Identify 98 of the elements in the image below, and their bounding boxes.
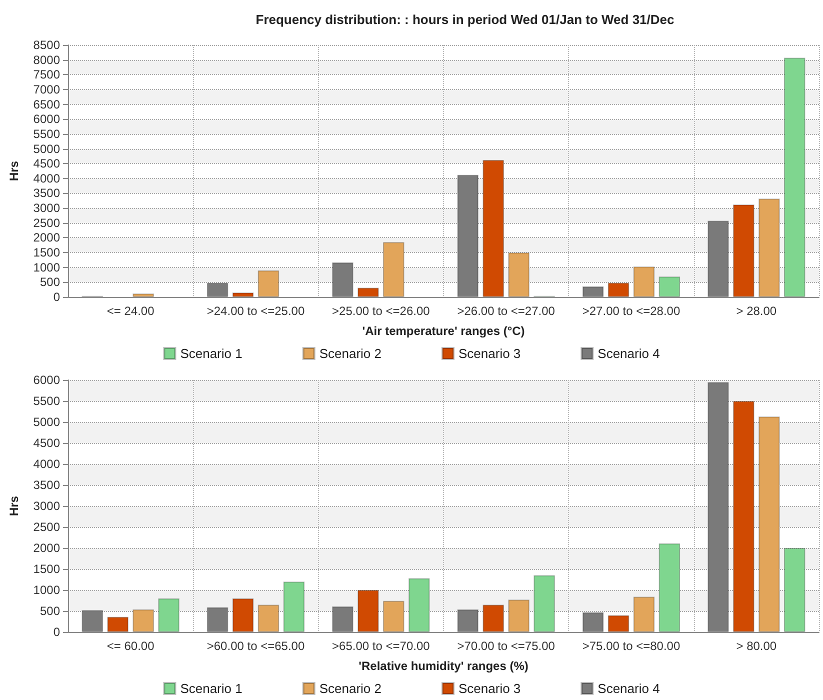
bar xyxy=(332,262,354,297)
bar xyxy=(482,160,504,297)
y-tick-label: 6000 xyxy=(33,112,60,126)
y-tick-label: 2000 xyxy=(33,541,60,555)
y-tick-label: 4000 xyxy=(33,171,60,186)
y-tick-label: 8500 xyxy=(33,38,60,52)
x-tick-label: <= 60.00 xyxy=(106,639,155,653)
y-tick-label: 6500 xyxy=(33,97,60,112)
y-tick-label: 2500 xyxy=(33,216,60,230)
bar xyxy=(408,578,430,632)
bar xyxy=(258,270,280,297)
x-tick-label: > 28.00 xyxy=(736,304,777,318)
bar xyxy=(508,600,530,632)
legend-label: Scenario 4 xyxy=(598,681,660,696)
y-tick-label: 1500 xyxy=(33,246,60,260)
bar xyxy=(508,252,530,297)
x-tick-label: >70.00 to <=75.00 xyxy=(457,639,556,653)
bar xyxy=(206,607,228,632)
bar xyxy=(658,543,680,632)
y-tick-label: 5500 xyxy=(33,126,60,141)
bar xyxy=(383,600,404,632)
bar xyxy=(608,282,630,297)
y-tick-label: 500 xyxy=(40,275,60,290)
y-tick-label: 7000 xyxy=(33,82,60,96)
x-tick-label: >27.00 to <=28.00 xyxy=(582,304,680,318)
legend-label: Scenario 3 xyxy=(458,346,521,361)
bar xyxy=(206,282,228,297)
bar xyxy=(633,266,655,297)
y-tick-label: 4000 xyxy=(33,457,60,471)
x-tick-label: >26.00 to <=27.00 xyxy=(457,304,556,318)
y-tick-label: 0 xyxy=(53,625,60,639)
bar xyxy=(232,598,254,632)
bar xyxy=(107,616,128,632)
y-tick-label: 4500 xyxy=(33,156,60,171)
bar xyxy=(332,606,354,632)
bar xyxy=(733,401,754,632)
bar xyxy=(708,220,729,297)
y-axis-title: Hrs xyxy=(7,496,21,516)
y-tick-label: 3500 xyxy=(33,478,60,492)
x-tick-label: <= 24.00 xyxy=(106,304,155,318)
y-tick-label: 2000 xyxy=(33,230,60,245)
legend-label: Scenario 1 xyxy=(180,681,242,696)
x-axis-title: 'Relative humidity' ranges (%) xyxy=(358,659,528,673)
bar xyxy=(358,590,379,632)
y-tick-label: 1000 xyxy=(33,260,60,274)
bar xyxy=(784,58,806,297)
bar xyxy=(132,293,154,297)
bar xyxy=(582,612,604,632)
y-tick-label: 5000 xyxy=(33,142,60,156)
bar xyxy=(733,204,754,297)
bar xyxy=(82,610,103,632)
bar xyxy=(457,609,478,632)
bar xyxy=(132,609,154,632)
legend-label: Scenario 2 xyxy=(319,681,382,696)
bar xyxy=(608,615,630,632)
x-tick-label: >24.00 to <=25.00 xyxy=(206,304,305,318)
y-tick-label: 8000 xyxy=(33,52,60,67)
bar xyxy=(158,598,180,632)
y-tick-label: 2500 xyxy=(33,520,60,534)
chart-title: Frequency distribution: : hours in period Wed 01/Jan to Wed 31/Dec xyxy=(256,12,674,27)
bar xyxy=(534,575,555,632)
bar xyxy=(457,174,478,297)
x-tick-label: >65.00 to <=70.00 xyxy=(332,639,430,653)
y-axis-title: Hrs xyxy=(7,160,21,182)
x-axis-title: 'Air temperature' ranges (°C) xyxy=(362,324,525,338)
bar xyxy=(283,582,305,632)
y-tick-label: 7500 xyxy=(33,68,60,82)
x-tick-label: > 80.00 xyxy=(736,639,777,653)
bar xyxy=(758,198,780,297)
y-tick-label: 5500 xyxy=(33,394,60,408)
x-tick-label: >25.00 to <=26.00 xyxy=(332,304,430,318)
bar xyxy=(582,286,604,297)
y-tick-label: 500 xyxy=(40,604,60,618)
x-tick-label: >75.00 to <=80.00 xyxy=(582,639,680,653)
bar xyxy=(258,604,280,632)
bar xyxy=(358,288,379,297)
bar xyxy=(383,242,404,297)
bar xyxy=(633,596,655,632)
y-tick-label: 5000 xyxy=(33,415,60,429)
y-tick-label: 6000 xyxy=(33,373,60,387)
bar xyxy=(784,548,806,632)
bar xyxy=(708,382,729,632)
y-tick-label: 3500 xyxy=(33,186,60,200)
bar xyxy=(658,276,680,297)
legend-label: Scenario 2 xyxy=(319,346,382,361)
y-tick-label: 1500 xyxy=(33,562,60,576)
legend-label: Scenario 3 xyxy=(458,681,521,696)
y-tick-label: 4500 xyxy=(33,436,60,450)
x-tick-label: >60.00 to <=65.00 xyxy=(206,639,305,653)
legend-label: Scenario 4 xyxy=(598,346,660,361)
y-tick-label: 3000 xyxy=(33,499,60,513)
y-tick-label: 0 xyxy=(53,290,60,304)
legend-label: Scenario 1 xyxy=(180,346,242,361)
bar xyxy=(232,292,254,297)
bar xyxy=(482,604,504,632)
y-tick-label: 1000 xyxy=(33,583,60,597)
bar xyxy=(758,416,780,632)
y-tick-label: 3000 xyxy=(33,201,60,216)
